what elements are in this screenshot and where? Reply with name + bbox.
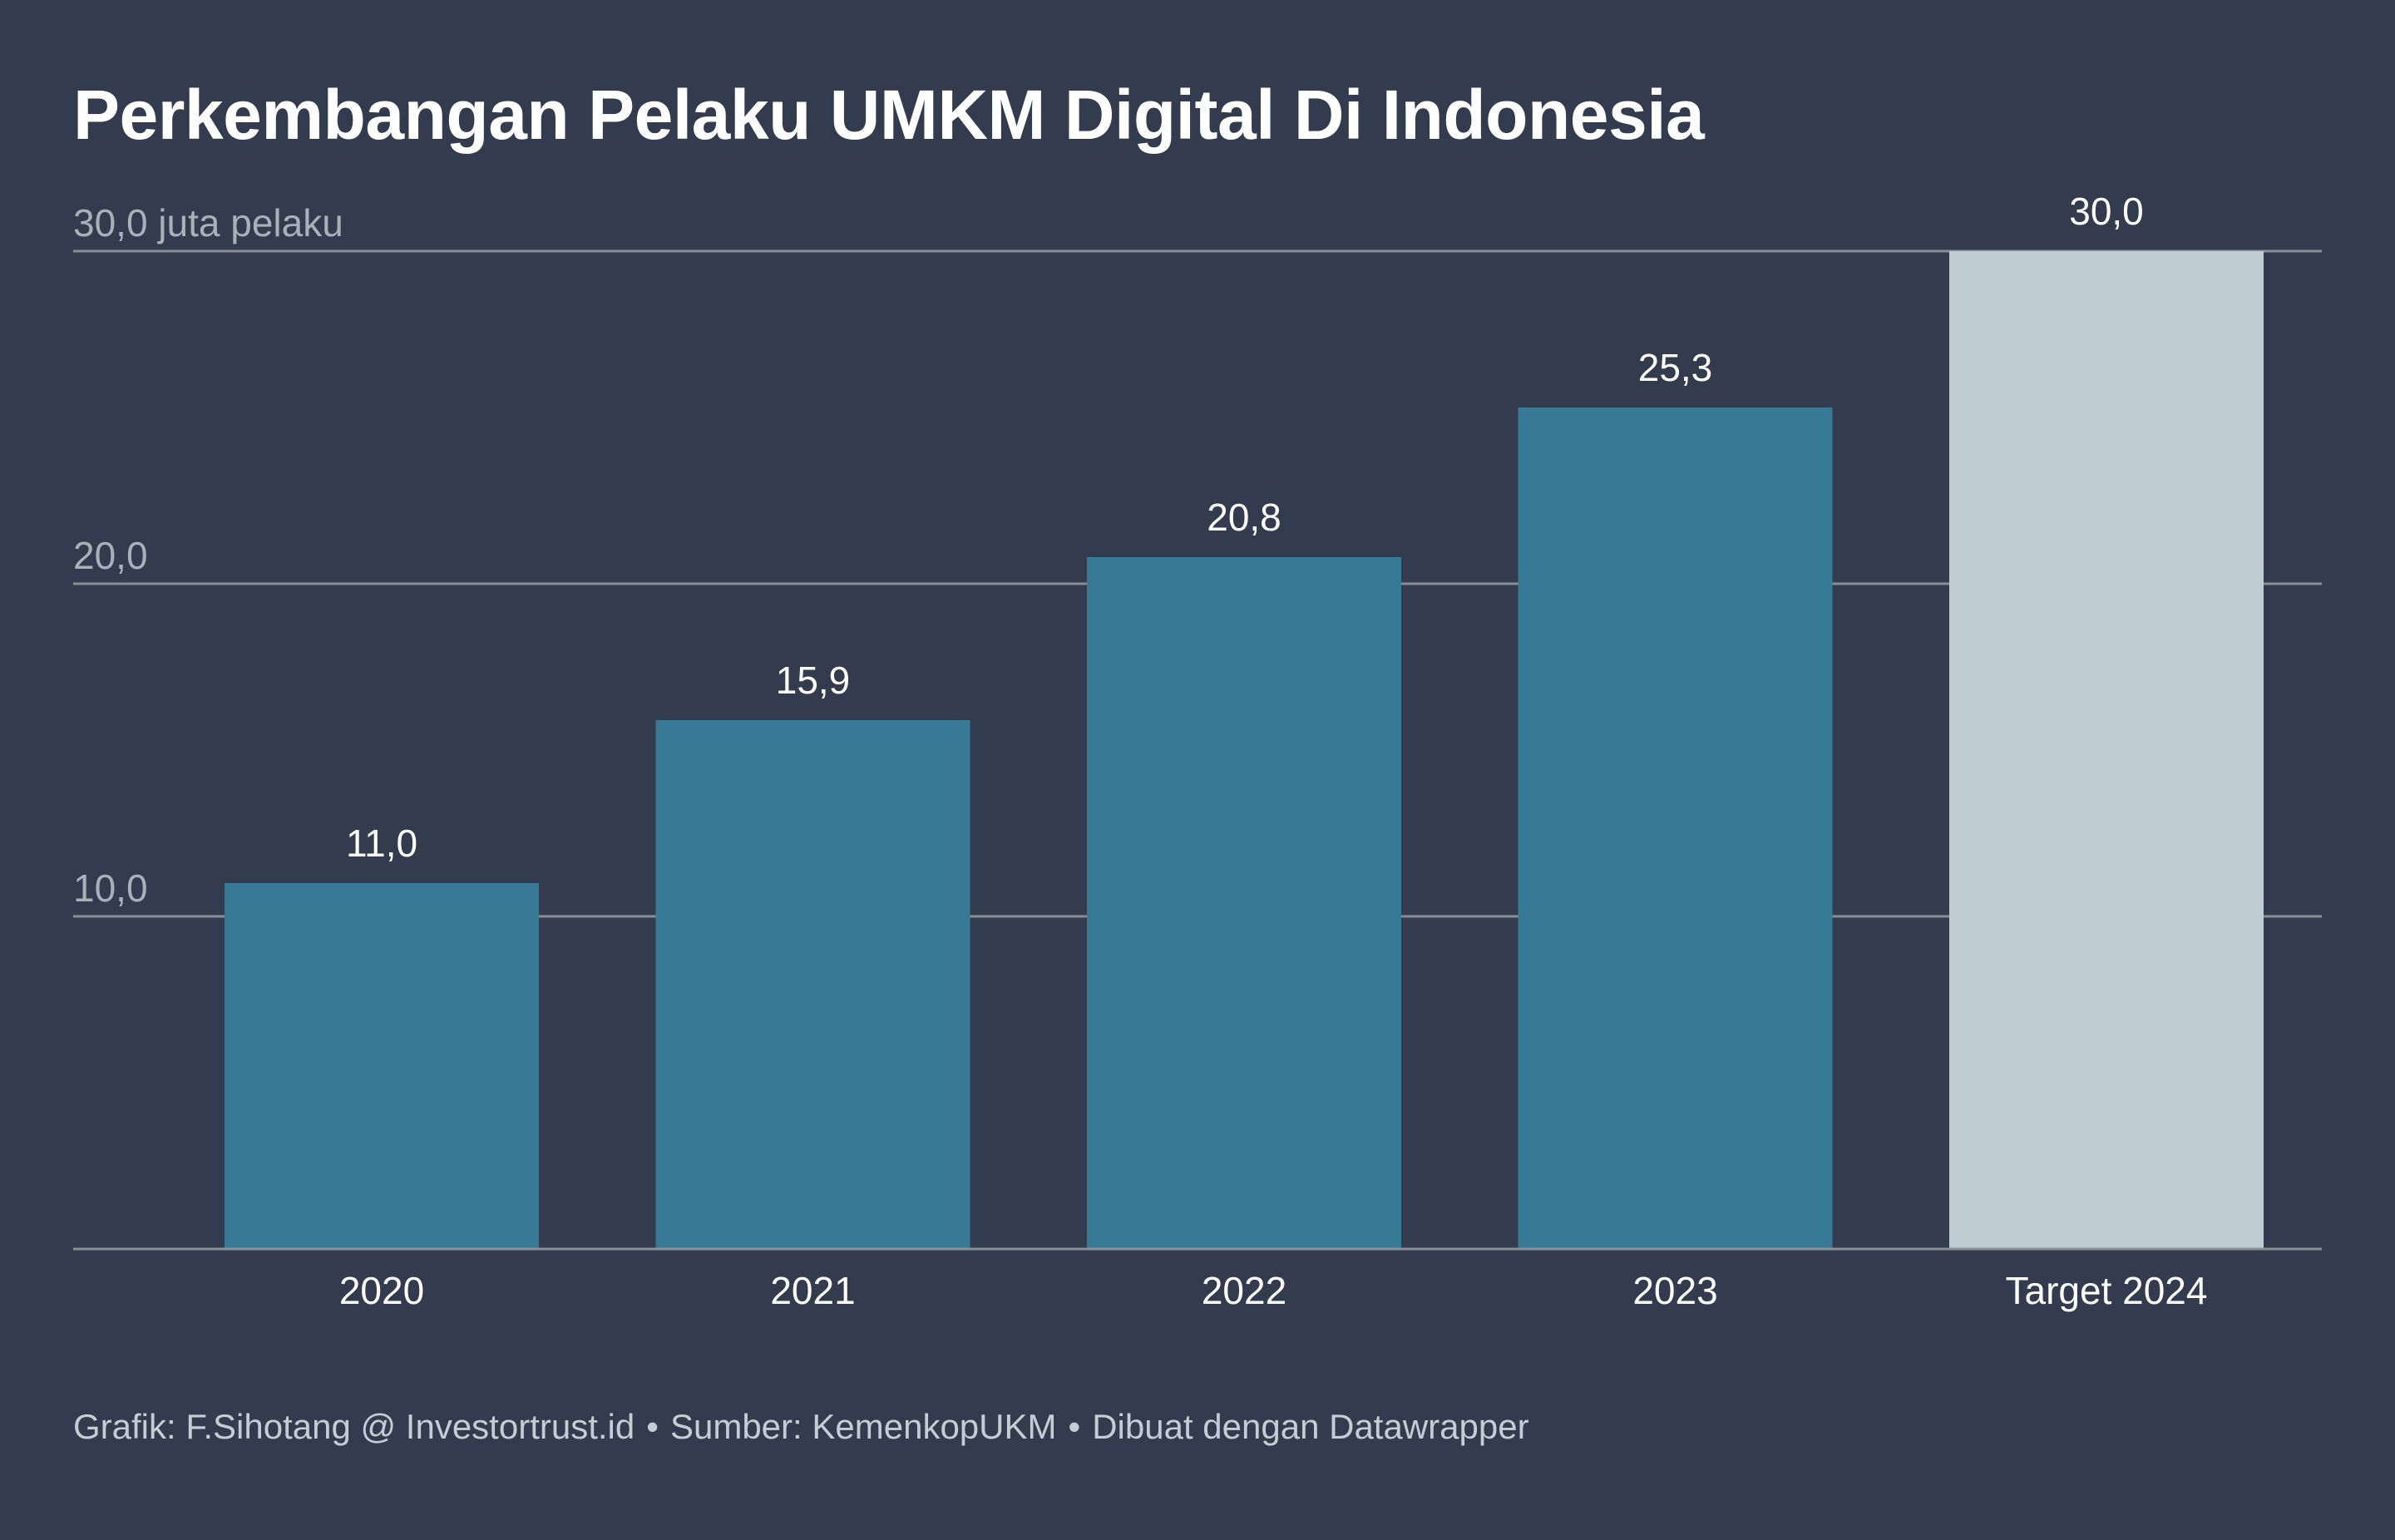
- bar-2023: [1518, 407, 1833, 1249]
- footer-credits: Grafik: F.Sihotang @ Investortrust.id • Su…: [73, 1404, 1529, 1450]
- value-label: 30,0: [2069, 190, 2144, 233]
- chart-title: Perkembangan Pelaku UMKM Digital Di Indo…: [73, 76, 1705, 154]
- x-tick-label: 2021: [770, 1269, 855, 1312]
- bar-2020: [225, 883, 539, 1249]
- x-tick-label: 2023: [1632, 1269, 1717, 1312]
- y-tick-label: 10,0: [73, 866, 148, 910]
- bar-2022: [1087, 557, 1401, 1249]
- value-label: 25,3: [1638, 346, 1713, 389]
- footer-separator: •: [646, 1407, 659, 1446]
- bar-2021: [655, 720, 970, 1249]
- footer-credit: Grafik: F.Sihotang @ Investortrust.id: [73, 1407, 635, 1446]
- x-tick-label: 2022: [1202, 1269, 1286, 1312]
- footer-source: Sumber: KemenkopUKM: [669, 1407, 1057, 1446]
- y-tick-label: 30,0 juta pelaku: [73, 201, 343, 244]
- bars: [225, 251, 2264, 1249]
- value-labels: 11,0 15,9 20,8 25,3 30,0: [346, 190, 2144, 865]
- y-tick-label: 20,0: [73, 534, 148, 577]
- x-axis-ticks: 2020 2021 2022 2023 Target 2024: [339, 1269, 2208, 1312]
- x-tick-label: 2020: [339, 1269, 424, 1312]
- value-label: 20,8: [1207, 496, 1281, 539]
- footer-tool: Dibuat dengan Datawrapper: [1092, 1407, 1529, 1446]
- footer-separator: •: [1068, 1407, 1081, 1446]
- x-tick-label: Target 2024: [2006, 1269, 2208, 1312]
- bar-target-2024: [1949, 251, 2264, 1249]
- value-label: 15,9: [776, 659, 851, 702]
- value-label: 11,0: [346, 822, 417, 865]
